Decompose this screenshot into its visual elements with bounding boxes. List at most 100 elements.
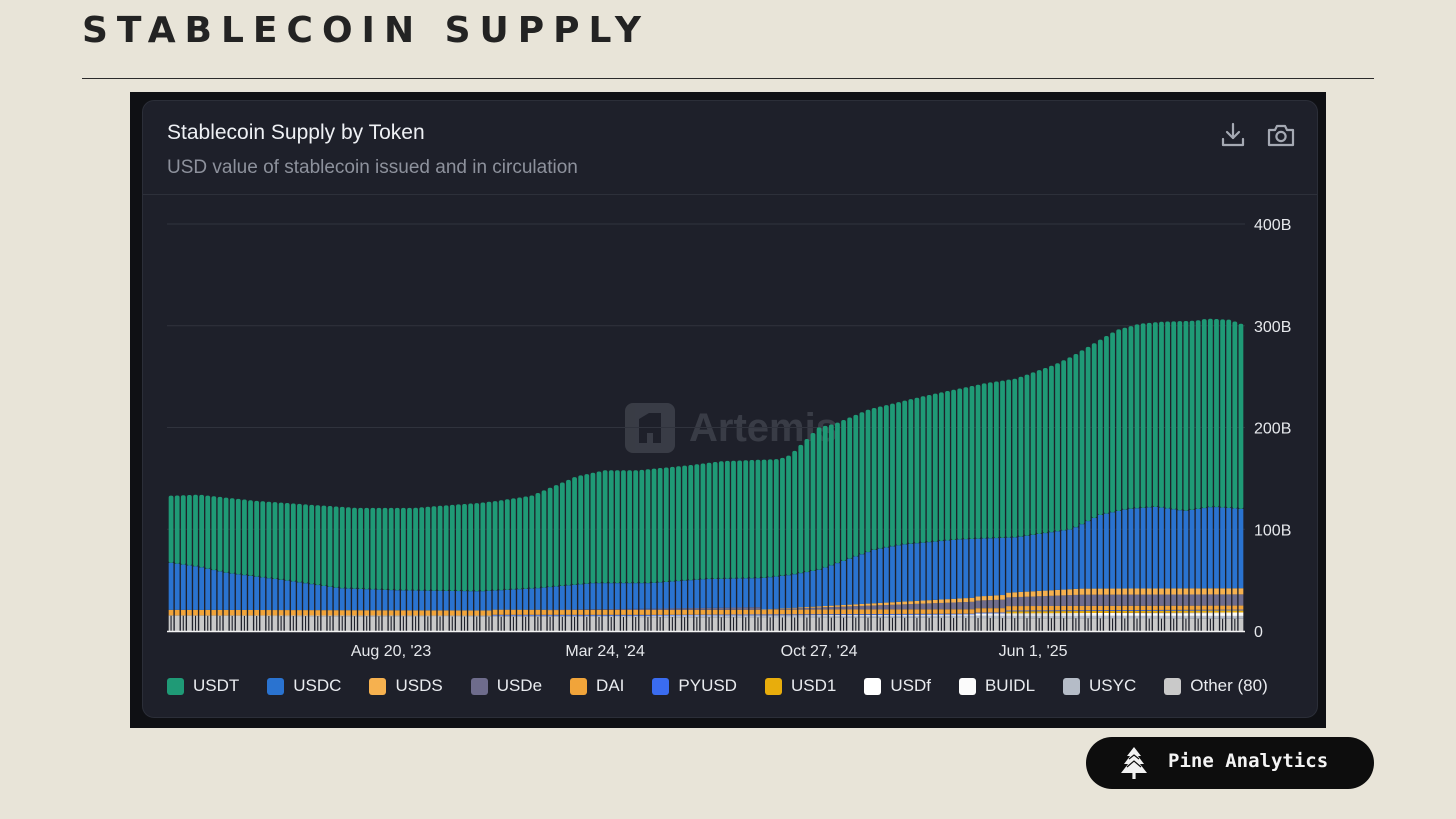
legend-item-usdf[interactable]: USDf bbox=[864, 676, 931, 696]
bar-segment-usdc bbox=[339, 588, 345, 611]
bar-segment-usde bbox=[890, 604, 895, 610]
bar-segment-usyc bbox=[498, 615, 504, 617]
bar-segment-usds bbox=[975, 596, 981, 601]
bar-segment-usyc bbox=[1012, 615, 1018, 619]
bar-segment-usyc bbox=[1122, 615, 1128, 619]
bar-segment-other bbox=[945, 617, 950, 631]
bar-segment-buidl bbox=[1159, 613, 1164, 616]
bar-segment-dai bbox=[786, 609, 791, 615]
legend-swatch-usds bbox=[369, 677, 387, 695]
legend-item-pyusd[interactable]: PYUSD bbox=[652, 676, 737, 696]
bar-segment-usdc bbox=[572, 584, 577, 610]
bar-segment-dai bbox=[566, 609, 571, 615]
bar-segment-usdt bbox=[547, 487, 553, 588]
bar-segment-usds bbox=[1207, 588, 1213, 595]
bar-segment-usdt bbox=[199, 494, 205, 568]
screenshot-button[interactable] bbox=[1265, 119, 1297, 151]
bar-segment-buidl bbox=[1214, 613, 1219, 616]
legend-item-usd1[interactable]: USD1 bbox=[764, 676, 836, 696]
bar-segment-dai bbox=[657, 609, 663, 615]
bar-segment-pyusd bbox=[694, 614, 700, 616]
bar-segment-usdc bbox=[767, 577, 773, 610]
bar-segment-buidl bbox=[780, 615, 785, 616]
bar-segment-usdc bbox=[749, 578, 755, 608]
bar-segment-usde bbox=[865, 605, 871, 610]
legend-item-buidl[interactable]: BUIDL bbox=[958, 676, 1035, 696]
bar-segment-usdc bbox=[1091, 518, 1097, 589]
bar-segment-dai bbox=[1006, 606, 1012, 611]
download-button[interactable] bbox=[1217, 119, 1249, 151]
bar-segment-usdt bbox=[1207, 318, 1213, 508]
bar-segment-buidl bbox=[682, 615, 687, 617]
bar-segment-usde bbox=[932, 603, 938, 610]
bar-segment-usdt bbox=[566, 479, 571, 586]
bar-segment-usdt bbox=[920, 396, 926, 543]
bar-segment-usdt bbox=[755, 459, 761, 579]
bar-segment-usyc bbox=[847, 615, 853, 618]
bar-segment-usdc bbox=[694, 579, 700, 609]
bar-segment-dai bbox=[425, 610, 431, 616]
bar-segment-dai bbox=[731, 609, 736, 615]
bar-segment-usdt bbox=[890, 403, 895, 547]
bar-segment-dai bbox=[352, 610, 357, 616]
bar-segment-pyusd bbox=[492, 614, 498, 616]
bar-segment-dai bbox=[394, 610, 400, 616]
bar-segment-usdt bbox=[596, 471, 602, 584]
bar-segment-pyusd bbox=[498, 614, 504, 616]
bar-segment-buidl bbox=[1024, 614, 1030, 616]
bar-segment-usds bbox=[871, 603, 877, 606]
bar-segment-usde bbox=[859, 605, 865, 610]
legend-item-usdt[interactable]: USDT bbox=[167, 676, 239, 696]
bar-segment-buidl bbox=[786, 615, 791, 616]
legend-item-dai[interactable]: DAI bbox=[570, 676, 624, 696]
bar-segment-pyusd bbox=[1214, 609, 1219, 611]
bar-segment-other bbox=[663, 617, 669, 631]
bar-segment-pyusd bbox=[743, 614, 749, 616]
bar-segment-usdt bbox=[1067, 357, 1073, 530]
bar-segment-buidl bbox=[718, 615, 724, 616]
bar-segment-usyc bbox=[566, 615, 571, 617]
bar-segment-usdt bbox=[474, 503, 480, 592]
bar-segment-usyc bbox=[400, 615, 406, 617]
bar-segment-pyusd bbox=[541, 614, 547, 616]
bar-segment-usde bbox=[633, 608, 639, 610]
legend-item-usds[interactable]: USDS bbox=[369, 676, 443, 696]
bar-segment-usds bbox=[1134, 588, 1140, 595]
bar-segment-usdc bbox=[248, 575, 253, 610]
bar-segment-usyc bbox=[865, 615, 871, 618]
bar-segment-dai bbox=[798, 609, 804, 615]
bar-segment-usdt bbox=[896, 402, 901, 546]
bar-segment-dai bbox=[608, 609, 614, 615]
bar-segment-usde bbox=[981, 600, 987, 609]
bar-segment-usdt bbox=[981, 383, 987, 539]
bar-segment-usyc bbox=[504, 615, 510, 617]
legend-item-usdc[interactable]: USDC bbox=[267, 676, 341, 696]
bar-segment-usde bbox=[994, 599, 999, 609]
bar-segment-buidl bbox=[773, 615, 779, 616]
bar-segment-usdt bbox=[1116, 329, 1122, 511]
bar-segment-usdt bbox=[627, 470, 632, 584]
bar-segment-dai bbox=[333, 610, 339, 616]
bar-segment-pyusd bbox=[761, 614, 767, 616]
bar-segment-usyc bbox=[217, 615, 223, 616]
bar-segment-other bbox=[504, 616, 510, 631]
bar-segment-usde bbox=[828, 607, 834, 610]
bar-segment-usdt bbox=[712, 462, 718, 579]
bar-segment-usyc bbox=[284, 615, 290, 617]
bar-segment-usdc bbox=[205, 568, 211, 610]
bar-segment-usyc bbox=[914, 615, 920, 618]
legend-swatch-usdc bbox=[267, 677, 285, 695]
bar-segment-usdt bbox=[816, 427, 822, 570]
bar-segment-usds bbox=[1171, 588, 1177, 595]
bar-segment-dai bbox=[841, 609, 846, 615]
legend-item-usyc[interactable]: USYC bbox=[1063, 676, 1136, 696]
legend-item-other[interactable]: Other (80) bbox=[1164, 676, 1268, 696]
bar-segment-usyc bbox=[1079, 615, 1085, 619]
bar-segment-usdc bbox=[1104, 513, 1109, 589]
bar-segment-usd1 bbox=[1134, 610, 1140, 613]
bar-segment-usdt bbox=[425, 506, 431, 591]
legend-item-usde[interactable]: USDe bbox=[470, 676, 542, 696]
bar-segment-usyc bbox=[168, 615, 174, 616]
bar-segment-usdt bbox=[535, 492, 541, 589]
bar-segment-usde bbox=[920, 603, 926, 610]
